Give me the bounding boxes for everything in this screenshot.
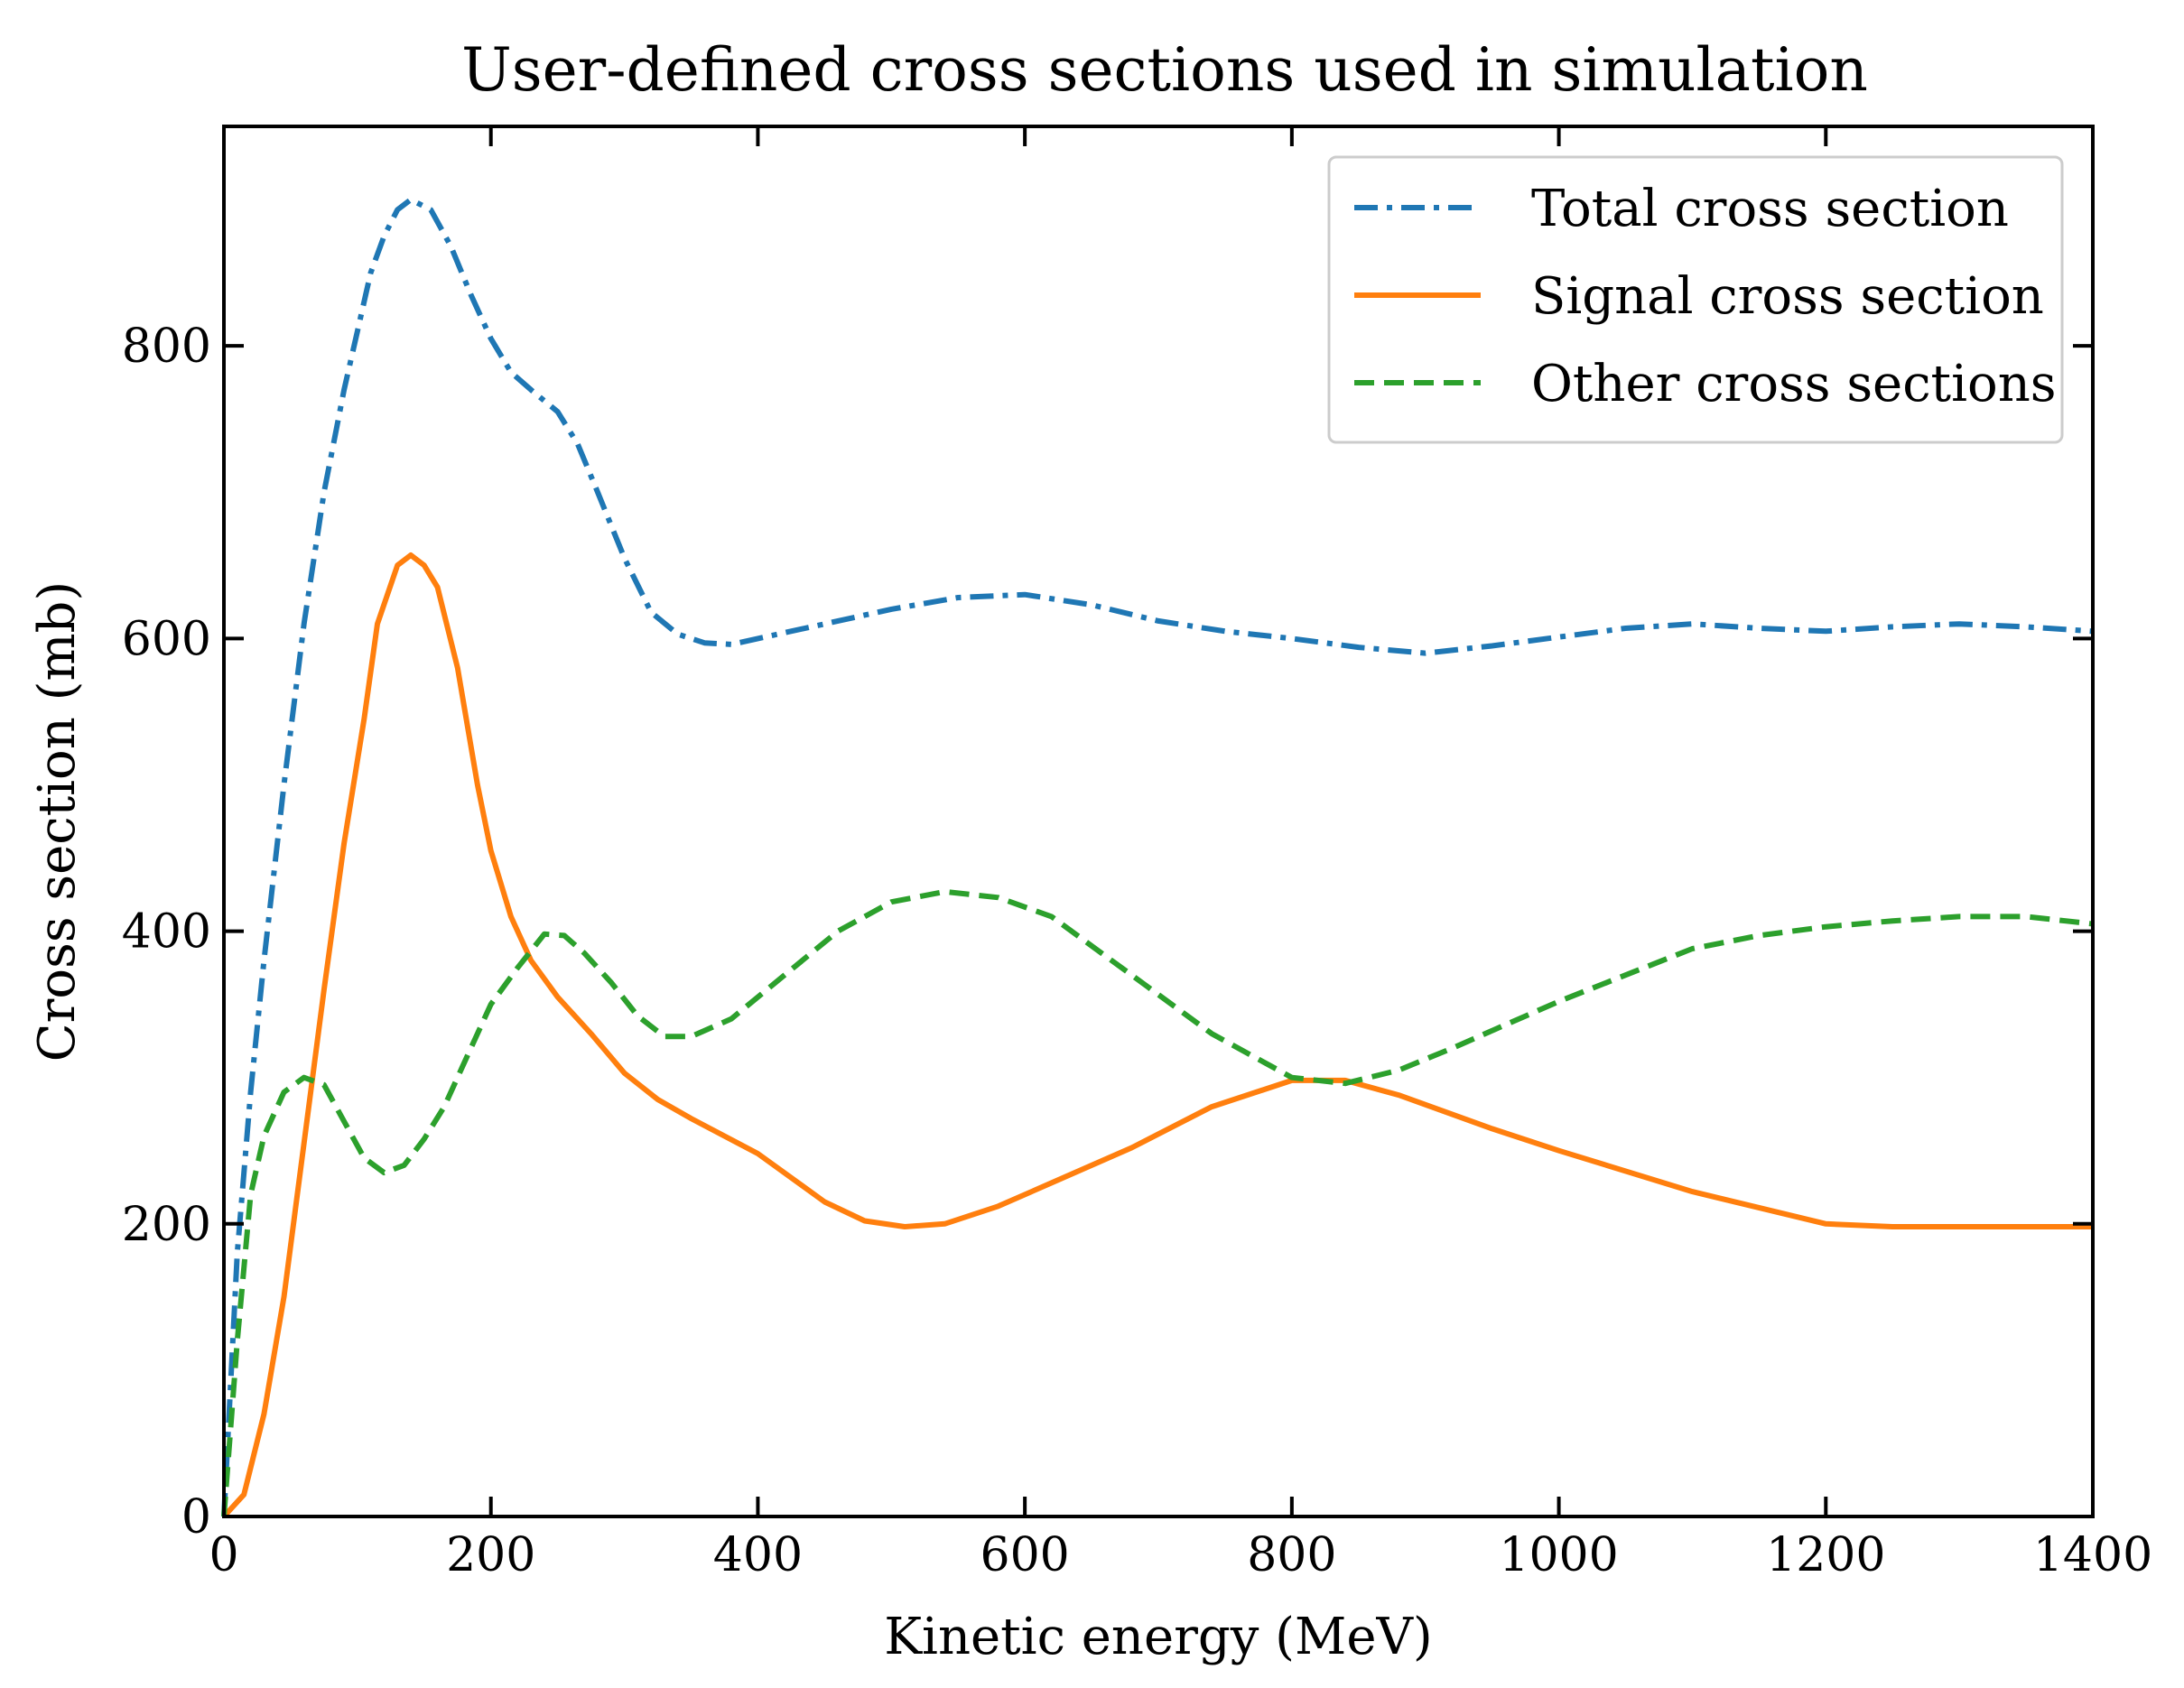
x-tick-label: 0 [209,1528,238,1582]
series-line-other-cross-sections [221,888,2094,1517]
ticks-layer: 0 200 400 600 800 1000 1200 1400 0 200 400 600 800 [122,126,2152,1582]
x-tick-label: 1000 [1499,1528,1618,1582]
x-tick-label: 600 [980,1528,1070,1582]
y-tick-label: 400 [122,905,211,960]
y-tick-label: 800 [122,320,211,374]
legend-label-total: Total cross section [1531,180,2009,238]
x-tick-label: 1200 [1766,1528,1885,1582]
y-tick-label: 600 [122,612,211,666]
x-tick-label: 200 [446,1528,535,1582]
legend-frame [1327,155,2064,444]
series-layer [221,197,2094,1519]
y-axis-label: Cross section (mb) [28,581,87,1062]
x-tick-label: 1400 [2033,1528,2152,1582]
legend-label-signal: Signal cross section [1531,267,2044,326]
series-line-signal-cross-section [221,552,2093,1519]
x-tick-label: 400 [713,1528,803,1582]
y-tick-label: 0 [181,1490,211,1544]
chart-title: User-defined cross sections used in simu… [461,35,1868,105]
x-axis-label: Kinetic energy (MeV) [884,1608,1433,1666]
series-line-total-cross-section [221,197,2094,1517]
legend: Total cross section Signal cross section… [1327,155,2064,444]
plot-frame [222,125,2095,1518]
y-tick-label: 200 [122,1198,211,1252]
x-tick-label: 800 [1247,1528,1336,1582]
legend-label-other: Other cross sections [1531,355,2057,413]
